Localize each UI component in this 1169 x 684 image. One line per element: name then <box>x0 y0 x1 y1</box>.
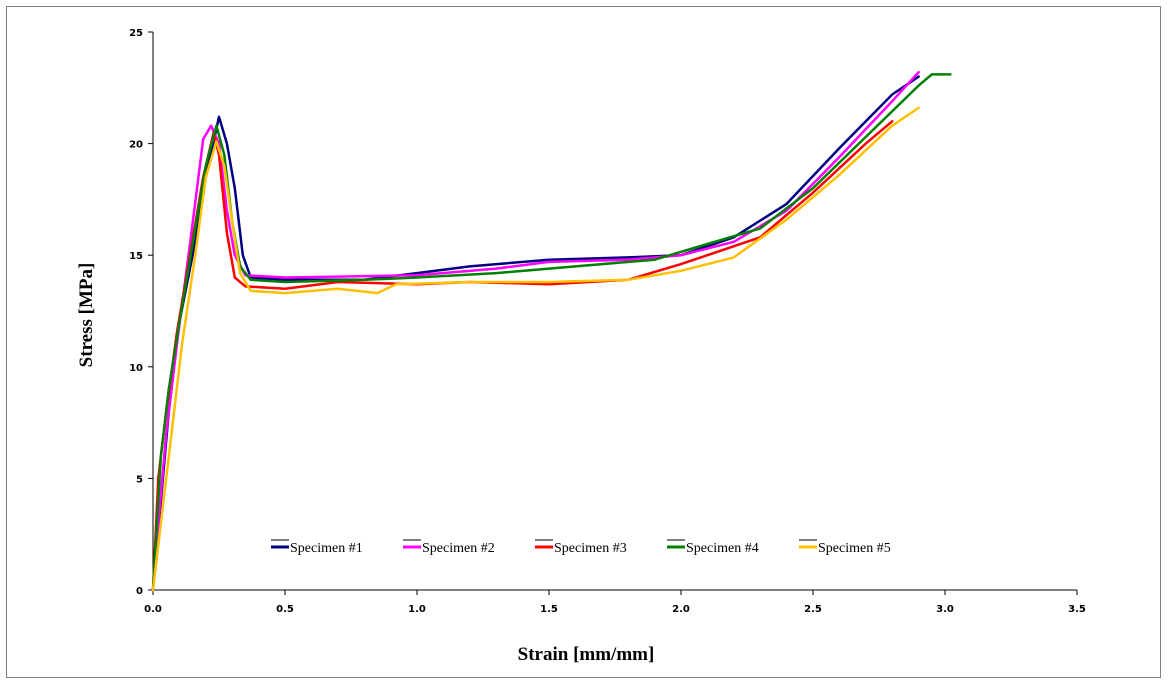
legend-item-specimen-4: Specimen #4 <box>667 539 759 556</box>
legend: Specimen #1 Specimen #2 Specimen #3 Specime… <box>271 539 891 556</box>
x-tick-label: 0.5 <box>276 604 294 615</box>
y-tick-label: 0 <box>136 586 143 597</box>
legend-item-specimen-3: Specimen #3 <box>535 539 627 556</box>
legend-item-specimen-2: Specimen #2 <box>403 539 495 556</box>
x-tick-label: 2.5 <box>804 604 822 615</box>
y-tick-label: 10 <box>129 363 143 374</box>
axes: 0.0 0.5 1.0 1.5 2.0 2.5 3.0 3.5 0 5 10 15 20 25 <box>129 28 1086 615</box>
y-tick-label: 20 <box>129 140 143 151</box>
series-line-specimen-3 <box>151 120 894 592</box>
legend-label: Specimen #5 <box>818 541 891 556</box>
series-line-specimen-5 <box>151 106 920 592</box>
y-tick-label: 25 <box>129 28 143 39</box>
series-line-specimen-1 <box>151 75 920 592</box>
y-axis-title: Stress [MPa] <box>76 263 97 368</box>
legend-label: Specimen #1 <box>290 541 363 556</box>
x-tick-label: 2.0 <box>672 604 690 615</box>
x-tick-label: 1.5 <box>540 604 558 615</box>
series-line-specimen-2 <box>151 70 920 592</box>
x-tick-label: 3.5 <box>1068 604 1086 615</box>
y-tick-label: 5 <box>136 474 143 485</box>
series-line-specimen-4 <box>151 73 952 592</box>
legend-item-specimen-1: Specimen #1 <box>271 539 363 556</box>
x-axis-title: Strain [mm/mm] <box>518 644 655 665</box>
y-tick-label: 15 <box>129 251 143 262</box>
x-tick-label: 3.0 <box>936 604 954 615</box>
legend-item-specimen-5: Specimen #5 <box>799 539 891 556</box>
x-tick-label: 0.0 <box>144 604 162 615</box>
series-layer <box>151 70 952 592</box>
x-tick-label: 1.0 <box>408 604 426 615</box>
chart-frame <box>6 6 1161 678</box>
legend-label: Specimen #2 <box>422 541 495 556</box>
legend-label: Specimen #3 <box>554 541 627 556</box>
legend-label: Specimen #4 <box>686 541 759 556</box>
